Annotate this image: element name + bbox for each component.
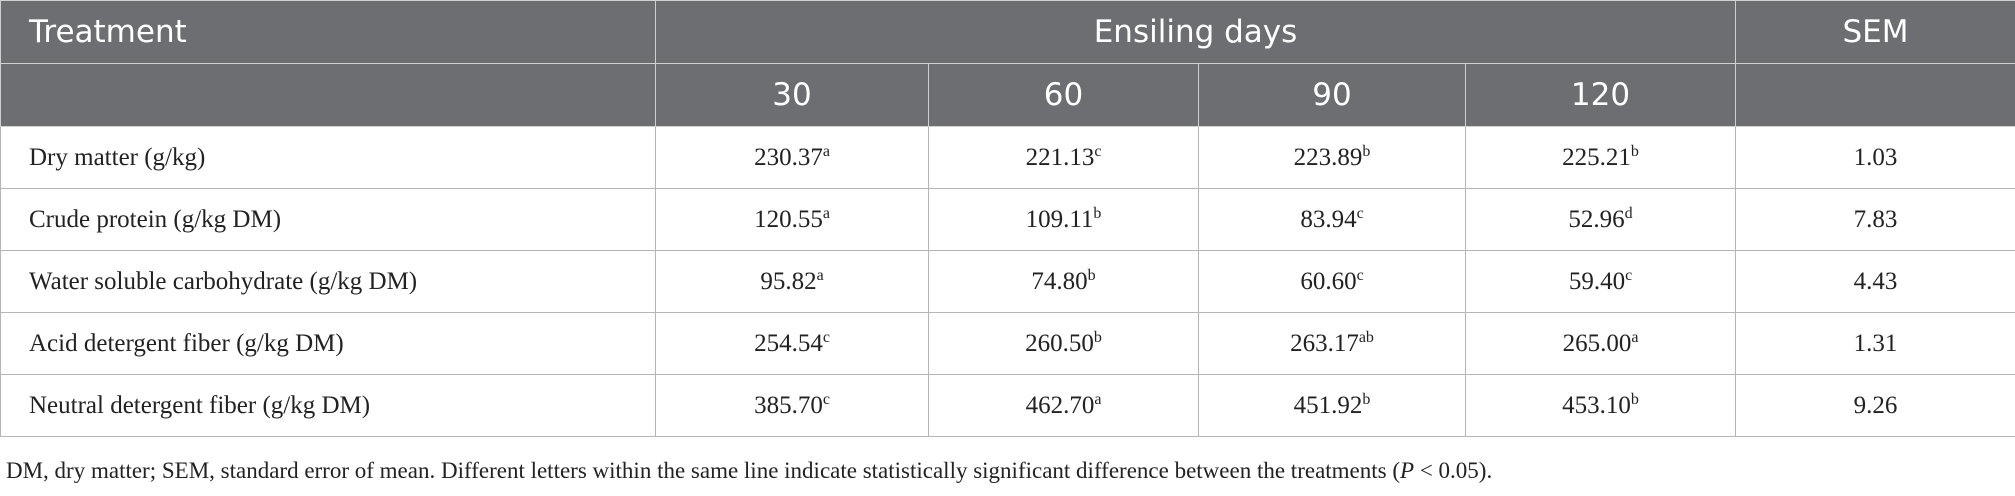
footnote-text: DM, dry matter; SEM, standard error of m… — [6, 458, 1401, 483]
row-label: Neutral detergent fiber (g/kg DM) — [0, 374, 656, 437]
sem-cell: 9.26 — [1735, 374, 2015, 437]
significance-letter: b — [1093, 204, 1102, 222]
header-cell: SEM — [1735, 0, 2015, 64]
cell-value: 52.96 — [1568, 205, 1625, 233]
significance-letter: b — [1630, 142, 1639, 160]
value-cell: 260.50b — [928, 312, 1199, 375]
value-cell: 451.92b — [1198, 374, 1466, 437]
header-cell: Ensiling days — [654, 0, 1737, 64]
sem-cell: 1.31 — [1735, 312, 2015, 375]
cell-value: 254.54 — [754, 329, 823, 357]
table-body: Dry matter (g/kg) 230.37a 221.13c 223.89b 22… — [0, 126, 2015, 437]
value-cell: 462.70a — [928, 374, 1199, 437]
cell-value: 230.37 — [754, 143, 823, 171]
significance-letter: c — [822, 328, 830, 346]
cell-value: 83.94 — [1300, 205, 1357, 233]
value-cell: 74.80b — [928, 250, 1199, 313]
cell-value: 223.89 — [1293, 143, 1363, 171]
cell-value: 451.92 — [1293, 391, 1363, 419]
significance-letter: a — [1094, 390, 1102, 408]
significance-letter: c — [1356, 204, 1364, 222]
significance-letter: c — [1094, 142, 1102, 160]
cell-value: 59.40 — [1568, 267, 1626, 295]
significance-letter: b — [1362, 142, 1371, 160]
cell-value: 74.80 — [1031, 267, 1088, 295]
value-cell: 59.40c — [1464, 250, 1737, 313]
footnote: DM, dry matter; SEM, standard error of m… — [6, 458, 1492, 484]
significance-letter: a — [1631, 328, 1639, 346]
sem-cell: 7.83 — [1735, 188, 2015, 251]
value-cell: 83.94c — [1198, 188, 1466, 251]
table-row: Neutral detergent fiber (g/kg DM) 385.70c… — [0, 374, 2015, 437]
cell-value: 95.82 — [760, 267, 817, 295]
significance-letter: a — [816, 266, 824, 284]
header-row: Treatment Ensiling days SEM — [0, 0, 2015, 64]
header-cell: Treatment — [0, 0, 656, 64]
value-cell: 254.54c — [655, 312, 929, 375]
significance-letter: d — [1624, 204, 1633, 222]
cell-value: 385.70 — [754, 391, 823, 419]
value-cell: 223.89b — [1198, 126, 1466, 189]
significance-letter: c — [822, 390, 830, 408]
significance-letter: b — [1093, 328, 1102, 346]
value-cell: 109.11b — [928, 188, 1199, 251]
value-cell: 265.00a — [1464, 312, 1737, 375]
value-cell: 230.37a — [655, 126, 929, 189]
value-cell: 263.17ab — [1198, 312, 1466, 375]
value-cell: 120.55a — [655, 188, 929, 251]
cell-value: 60.60 — [1300, 267, 1357, 295]
cell-value: 462.70 — [1025, 391, 1095, 419]
cell-value: 225.21 — [1562, 143, 1631, 171]
value-cell: 95.82a — [655, 250, 929, 313]
cell-value: 109.11 — [1025, 205, 1094, 233]
header-row: 30 60 90 120 — [0, 63, 2015, 127]
cell-value: 263.17 — [1290, 329, 1359, 357]
significance-letter: a — [822, 204, 830, 222]
row-label: Acid detergent fiber (g/kg DM) — [0, 312, 656, 375]
row-label: Water soluble carbohydrate (g/kg DM) — [0, 250, 656, 313]
significance-letter: a — [822, 142, 830, 160]
data-table: Treatment Ensiling days SEM 30 60 90 120 Dr… — [0, 0, 2015, 437]
value-cell: 453.10b — [1464, 374, 1737, 437]
table-row: Dry matter (g/kg) 230.37a 221.13c 223.89b 22… — [0, 126, 2015, 189]
value-cell: 225.21b — [1464, 126, 1737, 189]
cell-value: 260.50 — [1025, 329, 1094, 357]
footnote-italic: P — [1400, 458, 1415, 483]
cell-value: 265.00 — [1562, 329, 1632, 357]
header-cell: 90 — [1198, 63, 1466, 127]
significance-letter: c — [1625, 266, 1633, 284]
significance-letter: b — [1362, 390, 1371, 408]
value-cell: 385.70c — [655, 374, 929, 437]
header-cell — [1735, 63, 2015, 127]
cell-value: 221.13 — [1025, 143, 1095, 171]
header-cell: 120 — [1464, 63, 1737, 127]
row-label: Dry matter (g/kg) — [0, 126, 656, 189]
row-label: Crude protein (g/kg DM) — [0, 188, 656, 251]
significance-letter: b — [1087, 266, 1096, 284]
table-row: Acid detergent fiber (g/kg DM) 254.54c 260… — [0, 312, 2015, 375]
sem-cell: 1.03 — [1735, 126, 2015, 189]
table-head: Treatment Ensiling days SEM 30 60 90 120 — [0, 0, 2015, 127]
header-cell: 30 — [655, 63, 929, 127]
value-cell: 60.60c — [1198, 250, 1466, 313]
significance-letter: b — [1630, 390, 1639, 408]
cell-value: 453.10 — [1562, 391, 1631, 419]
table-row: Water soluble carbohydrate (g/kg DM) 95.8… — [0, 250, 2015, 313]
footnote-text: < 0.05). — [1414, 458, 1493, 483]
cell-value: 120.55 — [754, 205, 823, 233]
significance-letter: ab — [1358, 328, 1374, 346]
sem-cell: 4.43 — [1735, 250, 2015, 313]
value-cell: 221.13c — [928, 126, 1199, 189]
significance-letter: c — [1356, 266, 1364, 284]
value-cell: 52.96d — [1464, 188, 1737, 251]
header-cell — [0, 63, 656, 127]
table-row: Crude protein (g/kg DM) 120.55a 109.11b 83.… — [0, 188, 2015, 251]
header-cell: 60 — [928, 63, 1199, 127]
